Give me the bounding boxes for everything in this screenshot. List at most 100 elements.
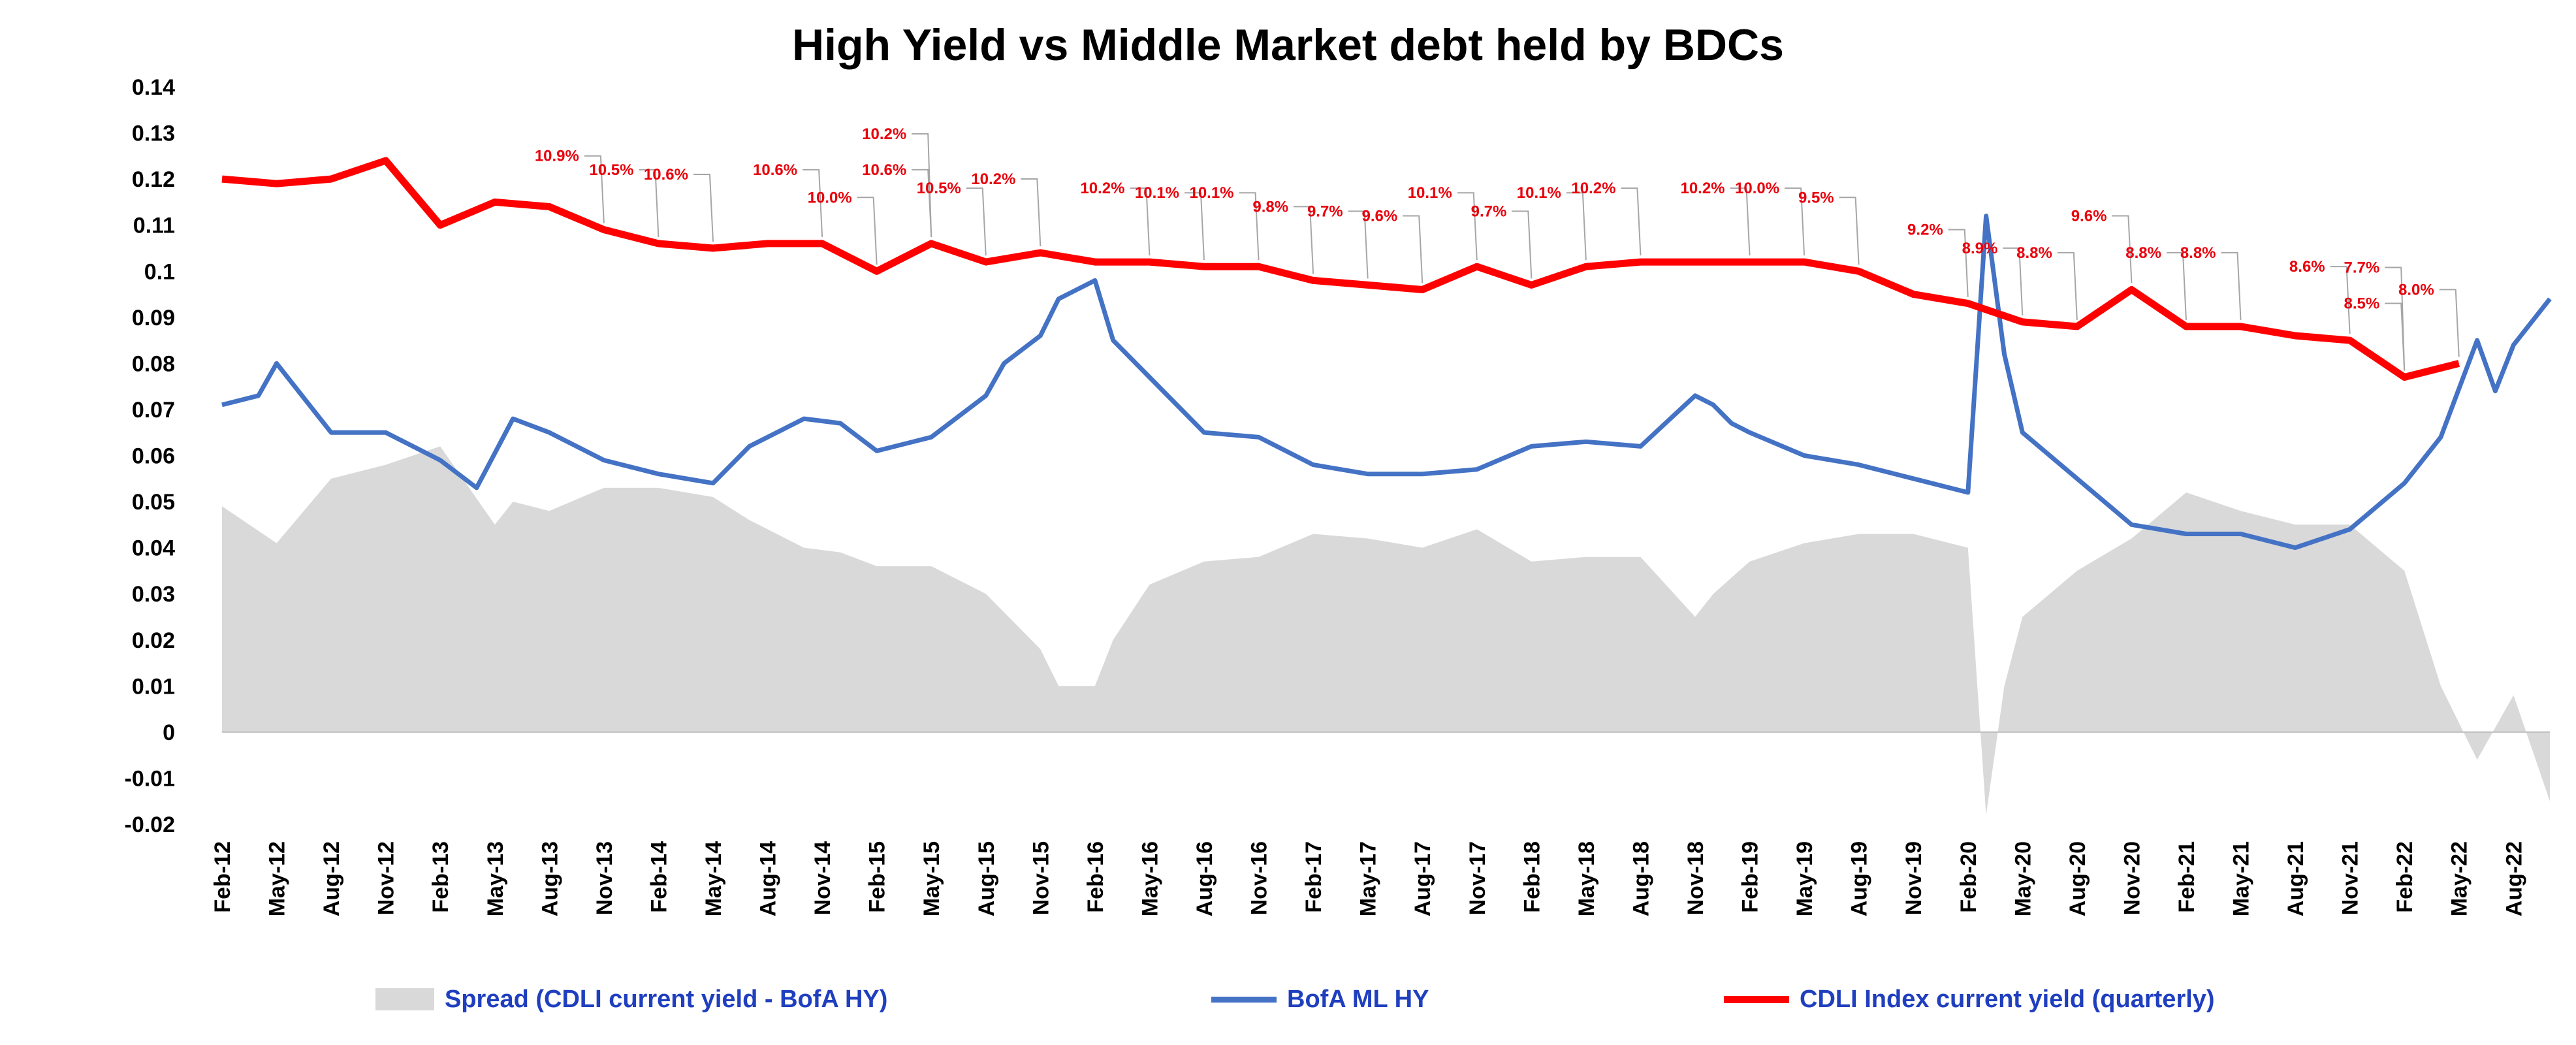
data-label: 8.6% [2289, 258, 2325, 276]
data-label: 8.5% [2344, 295, 2379, 313]
y-tick-label: 0.08 [132, 351, 175, 376]
y-tick-label: 0 [163, 720, 175, 745]
x-tick-label: Feb-16 [1083, 841, 1108, 913]
data-label-leader [857, 197, 878, 265]
data-label: 7.7% [2344, 259, 2379, 277]
y-tick-label: -0.01 [125, 766, 176, 791]
x-tick-label: Aug-17 [1410, 841, 1435, 916]
data-label: 8.0% [2398, 281, 2434, 298]
x-tick-label: Nov-14 [810, 841, 835, 915]
x-tick-label: Nov-17 [1465, 841, 1490, 915]
data-label-leader [2112, 215, 2133, 283]
y-tick-label: 0.1 [144, 259, 175, 284]
x-tick-label: Nov-20 [2120, 841, 2144, 915]
x-tick-label: May-21 [2229, 841, 2254, 916]
x-tick-label: Aug-15 [974, 841, 999, 916]
data-label: 10.2% [1680, 180, 1725, 197]
data-label-leader [639, 169, 660, 237]
data-label-leader [1457, 192, 1478, 261]
x-tick-label: May-14 [701, 841, 726, 916]
legend-label-spread: Spread (CDLI current yield - BofA HY) [445, 985, 888, 1013]
data-label-leader [1948, 229, 1969, 297]
legend-swatch-spread [375, 988, 434, 1010]
x-tick-label: Aug-18 [1629, 841, 1653, 916]
cdli-line-layer [221, 157, 2460, 381]
x-tick-label: Nov-15 [1028, 841, 1053, 915]
legend-item-cdli: CDLI Index current yield (quarterly) [1724, 980, 2215, 1019]
x-tick-label: May-22 [2447, 841, 2472, 916]
data-label-leader [966, 187, 987, 256]
data-label-leader [1566, 192, 1587, 261]
bofa-hy-line [221, 214, 2552, 551]
data-label: 8.9% [1962, 240, 1998, 257]
x-tick-label: Nov-18 [1683, 841, 1708, 915]
x-tick-label: May-16 [1137, 841, 1162, 916]
x-tick-label: Nov-21 [2338, 841, 2363, 915]
data-label: 10.5% [917, 180, 961, 197]
x-tick-label: Aug-16 [1192, 841, 1217, 916]
data-label-leader [912, 133, 932, 237]
x-tick-label: Nov-13 [592, 841, 617, 915]
y-tick-label: 0.02 [132, 628, 175, 653]
data-label-leader [2166, 251, 2187, 320]
x-tick-label: May-17 [1356, 841, 1381, 916]
x-tick-label: Feb-21 [2174, 841, 2199, 913]
y-tick-label: 0.06 [132, 444, 175, 469]
data-label-leader [1184, 192, 1205, 261]
y-tick-label: 0.13 [132, 121, 175, 146]
data-label: 10.2% [1080, 180, 1124, 197]
x-tick-label: May-15 [919, 841, 944, 916]
x-tick-label: Nov-12 [374, 841, 399, 915]
x-tick-label: May-18 [1574, 841, 1599, 916]
y-tick-label: 0.11 [133, 214, 175, 238]
x-tick-label: Aug-19 [1847, 841, 1872, 916]
x-tick-label: Nov-19 [1901, 841, 1926, 915]
x-tick-label: Feb-18 [1519, 841, 1544, 913]
data-label-leader [1785, 187, 1805, 256]
spread-area [222, 446, 2550, 815]
data-label-layer: 10.9% 10.5% 10.6% 10.6% 10.0% 10.6% 10.2% 10.5%… [535, 125, 2460, 371]
data-label: 10.6% [644, 166, 688, 184]
data-label-leader [2439, 289, 2460, 357]
x-tick-label: Feb-22 [2393, 841, 2417, 913]
x-tick-label: Aug-21 [2283, 841, 2308, 916]
data-label-leader [1348, 210, 1369, 279]
x-tick-label: Aug-12 [319, 841, 344, 916]
data-label: 10.0% [1735, 180, 1779, 197]
data-label: 9.6% [1362, 207, 1398, 225]
data-label: 9.7% [1471, 202, 1507, 220]
data-label-leader [1839, 197, 1860, 265]
data-label-leader [1403, 215, 1423, 283]
hy-line-layer [221, 214, 2552, 551]
data-label: 10.2% [1571, 180, 1615, 197]
legend-item-spread: Spread (CDLI current yield - BofA HY) [375, 980, 887, 1019]
chart-title: High Yield vs Middle Market debt held by… [792, 20, 1784, 70]
data-label: 8.8% [2125, 244, 2161, 262]
axes-layer: 0.14 0.13 0.12 0.11 0.1 0.09 0.08 0.07 0.06 0.05 0… [125, 75, 2550, 916]
data-label: 10.1% [1408, 184, 1452, 202]
y-tick-label: 0.05 [132, 490, 175, 515]
data-label-leader [2330, 266, 2351, 334]
data-label: 10.1% [1517, 184, 1561, 202]
y-tick-label: 0.01 [132, 674, 175, 699]
data-label-leader [1130, 187, 1151, 256]
x-tick-label: Feb-19 [1738, 841, 1763, 913]
x-tick-label: May-13 [483, 841, 508, 916]
y-tick-label: 0.09 [132, 306, 175, 330]
data-label-leader [693, 173, 714, 242]
data-label-leader [1512, 210, 1533, 279]
y-tick-label: 0.07 [132, 398, 175, 423]
data-label: 10.6% [862, 161, 906, 179]
x-tick-label: Feb-17 [1301, 841, 1326, 913]
x-tick-label: Nov-16 [1247, 841, 1272, 915]
data-label: 9.6% [2071, 207, 2107, 225]
data-label-leader [1621, 187, 1642, 256]
x-tick-label: Feb-13 [428, 841, 453, 913]
legend-item-hy: BofA ML HY [1211, 980, 1429, 1019]
data-label: 9.2% [1907, 221, 1943, 239]
x-tick-label: May-12 [265, 841, 290, 916]
data-label: 10.1% [1135, 184, 1179, 202]
x-tick-label: Aug-14 [756, 841, 781, 916]
x-tick-label: Aug-20 [2065, 841, 2090, 916]
